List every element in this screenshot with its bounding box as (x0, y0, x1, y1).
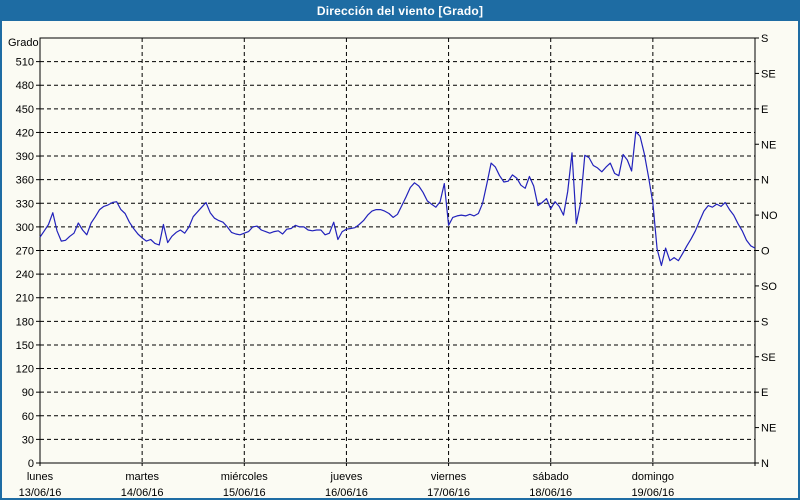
y-tick-label: 330 (16, 198, 34, 210)
compass-tick-label: NE (761, 139, 776, 151)
x-date-label: 17/06/16 (427, 487, 470, 498)
x-day-label: martes (125, 471, 159, 483)
chart-title: Dirección del viento [Grado] (2, 2, 798, 21)
compass-tick-label: E (761, 387, 768, 399)
compass-tick-label: E (761, 104, 768, 116)
compass-tick-label: NO (761, 210, 778, 222)
x-date-label: 15/06/16 (223, 487, 266, 498)
y-tick-label: 0 (28, 458, 34, 470)
compass-tick-label: SO (761, 281, 777, 293)
y-tick-label: 360 (16, 175, 34, 187)
y-tick-label: 510 (16, 57, 34, 69)
x-day-label: jueves (330, 471, 363, 483)
y-tick-label: 210 (16, 293, 34, 305)
y-tick-label: 150 (16, 340, 34, 352)
x-date-label: 19/06/16 (631, 487, 674, 498)
compass-tick-label: N (761, 175, 769, 187)
y-tick-label: 30 (22, 434, 34, 446)
y-tick-label: 180 (16, 316, 34, 328)
y-tick-label: 450 (16, 104, 34, 116)
y-tick-label: 390 (16, 151, 34, 163)
y-tick-label: 420 (16, 127, 34, 139)
compass-tick-label: N (761, 458, 769, 470)
y-tick-label: 90 (22, 387, 34, 399)
y-tick-label: 270 (16, 246, 34, 258)
wind-direction-chart: 0 30 60 90 120 150 180 210 240 270 300 330 360 390 420… (8, 33, 778, 498)
x-date-label: 13/06/16 (19, 487, 62, 498)
y-tick-label: 120 (16, 364, 34, 376)
compass-tick-label: S (761, 316, 768, 328)
y-tick-label: 480 (16, 80, 34, 92)
x-day-label: lunes (27, 471, 54, 483)
x-date-label: 14/06/16 (121, 487, 164, 498)
x-date-label: 16/06/16 (325, 487, 368, 498)
y-tick-label: 300 (16, 222, 34, 234)
compass-tick-label: NE (761, 423, 776, 435)
x-day-label: domingo (632, 471, 674, 483)
x-day-label: sábado (533, 471, 569, 483)
compass-tick-label: O (761, 246, 770, 258)
wind-direction-line (39, 131, 756, 267)
compass-tick-label: SE (761, 68, 776, 80)
compass-tick-label: SE (761, 352, 776, 364)
x-day-label: viernes (431, 471, 467, 483)
x-day-label: miércoles (221, 471, 269, 483)
compass-tick-label: S (761, 33, 768, 45)
y-tick-label: 240 (16, 269, 34, 281)
x-date-label: 18/06/16 (529, 487, 572, 498)
y-axis-title: Grado (8, 37, 39, 49)
y-tick-label: 60 (22, 411, 34, 423)
